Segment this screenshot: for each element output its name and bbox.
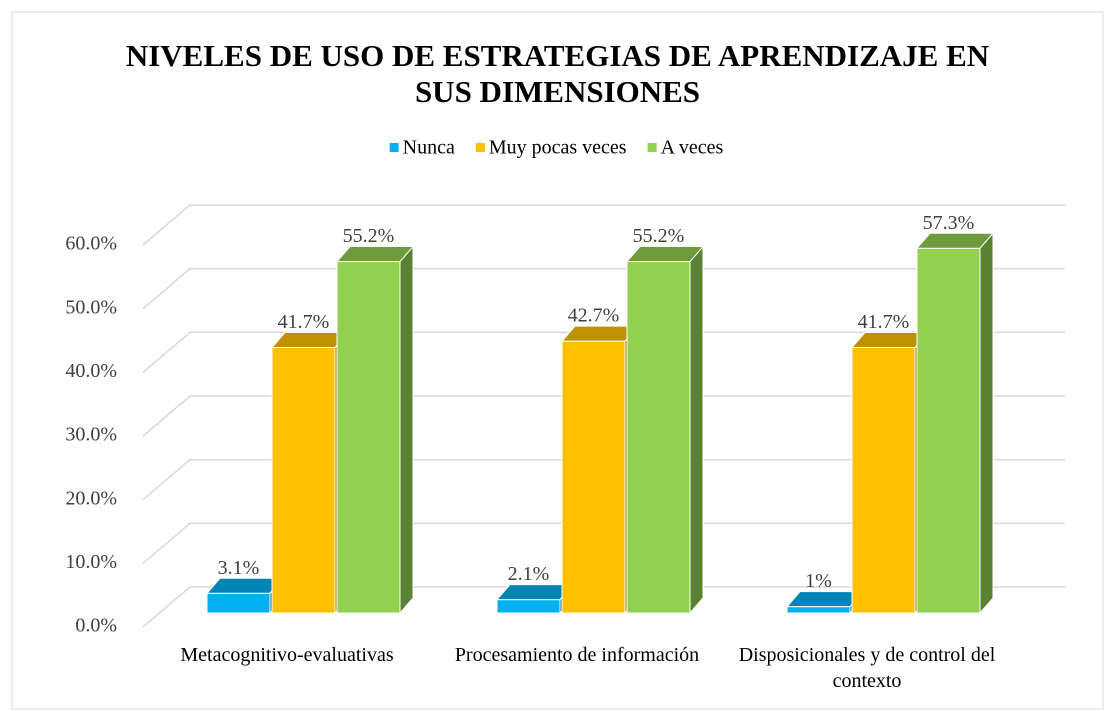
bar-top <box>915 232 995 249</box>
bar-front <box>561 340 626 614</box>
legend-label: Nunca <box>403 137 455 159</box>
y-tick-label: 50.0% <box>65 296 117 318</box>
x-tick-label: Procesamiento de información <box>454 644 700 666</box>
data-label: 2.1% <box>508 563 550 585</box>
legend-swatch <box>475 143 485 152</box>
bar <box>335 245 415 615</box>
legend-swatch <box>389 143 399 152</box>
y-tick-label: 60.0% <box>65 233 117 255</box>
data-label: 42.7% <box>568 305 620 327</box>
grid-line <box>142 395 1065 437</box>
legend-swatch <box>647 143 657 152</box>
legend-label: A veces <box>661 137 724 159</box>
data-label: 1% <box>805 570 832 592</box>
chart-title: NIVELES DE USO DE ESTRATEGIAS DE APRENDI… <box>125 38 990 109</box>
x-tick-label: Metacognitivo-evaluativas <box>180 644 394 666</box>
bar-side <box>689 245 704 615</box>
y-tick-label: 20.0% <box>65 487 117 509</box>
grid-line <box>142 586 1065 628</box>
data-label: 41.7% <box>278 311 330 333</box>
data-label: 55.2% <box>343 225 395 247</box>
bar-top <box>625 246 705 263</box>
bar-front <box>851 347 916 614</box>
data-label: 57.3% <box>923 212 975 234</box>
data-label: 3.1% <box>218 557 260 579</box>
bar <box>915 231 995 615</box>
grid-line <box>142 522 1065 564</box>
bar-front <box>336 261 401 614</box>
bar-front <box>626 261 691 614</box>
bar-top <box>335 246 415 263</box>
bar-front <box>496 599 561 614</box>
y-tick-label: 40.0% <box>65 360 117 382</box>
bar-front <box>786 606 851 614</box>
y-tick-label: 10.0% <box>65 551 117 573</box>
bar <box>625 245 705 615</box>
y-tick-label: 30.0% <box>65 424 117 446</box>
data-label: 55.2% <box>633 225 685 247</box>
bar-side <box>399 245 414 615</box>
x-tick-label: Disposicionales y de control del context… <box>738 644 996 692</box>
legend-label: Muy pocas veces <box>489 137 627 159</box>
bar-side <box>979 231 994 615</box>
bar-front <box>206 592 271 614</box>
bar-front <box>271 347 336 614</box>
bar-front <box>916 247 981 614</box>
grid-line <box>142 204 1065 246</box>
grid-line <box>142 267 1065 310</box>
data-label: 41.7% <box>858 311 910 333</box>
y-tick-label: 0.0% <box>75 615 117 637</box>
grid-line <box>142 331 1065 373</box>
grid-line <box>142 458 1065 501</box>
